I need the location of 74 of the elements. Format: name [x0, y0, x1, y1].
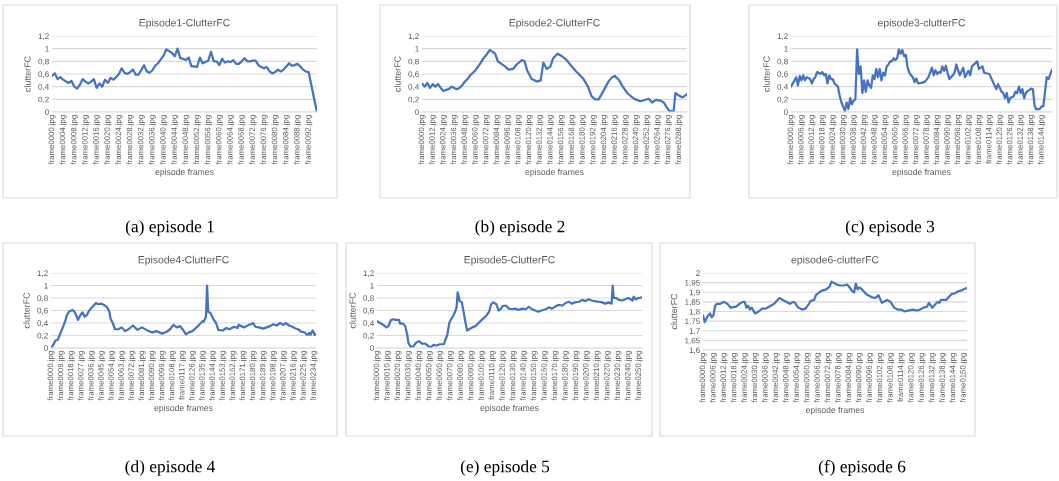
y-tick-label: 0: [370, 345, 374, 351]
y-tick-label: 1: [415, 46, 419, 52]
y-tick-label: 1,8: [689, 308, 700, 316]
y-axis-title: clutterFC: [670, 293, 678, 330]
y-tick-label: 0,4: [363, 320, 374, 327]
y-tick-label: 1,85: [685, 299, 700, 306]
y-tick-label: 0,6: [408, 71, 419, 78]
y-tick-label: 1,2: [363, 270, 374, 277]
y-tick-label: 0,4: [408, 83, 419, 91]
y-axis-title: clutterFC: [24, 56, 31, 92]
chart-title: Episode4-ClutterFC: [138, 255, 229, 266]
y-tick-label: 0,4: [777, 83, 788, 91]
line-series: [422, 48, 687, 112]
y-tick-label: 1,7: [689, 328, 700, 335]
y-tick-label: 1,2: [777, 33, 788, 40]
y-tick-label: 0,8: [408, 58, 419, 66]
y-tick-label: 0,2: [37, 332, 48, 340]
text: (f) episode 6: [818, 460, 906, 476]
y-tick-label: 0,6: [37, 307, 48, 315]
y-tick-label: 0: [44, 345, 48, 351]
y-tick-label: 1: [44, 282, 48, 289]
y-axis-title: clutterFC: [349, 292, 356, 329]
y-tick-label: 0,8: [363, 295, 374, 302]
line-series: [52, 47, 317, 112]
y-tick-label: 0,8: [38, 58, 49, 66]
y-tick-label: 0,2: [408, 96, 419, 104]
y-tick-label: 1,2: [38, 33, 49, 40]
line-series: [791, 48, 1052, 112]
y-tick-label: 1,2: [37, 270, 48, 277]
y-tick-label: 0,2: [363, 332, 374, 340]
y-tick-label: 0,8: [777, 58, 788, 66]
chart-title: Episode2-ClutterFC: [509, 18, 600, 29]
y-tick-label: 1,6: [689, 347, 700, 354]
y-tick-label: 1: [370, 282, 374, 289]
text: (a) episode 1: [125, 220, 214, 236]
y-tick-label: 1: [784, 46, 788, 52]
text: (d) episode 4: [125, 460, 216, 476]
x-axis-title: episode frames: [525, 168, 584, 177]
y-tick-label: 1,75: [685, 318, 700, 326]
y-tick-label: 1,65: [685, 337, 700, 345]
y-tick-label: 2: [696, 270, 700, 276]
chart-title: Episode1-ClutterFC: [139, 18, 230, 29]
y-axis-title: clutterFC: [394, 56, 401, 92]
chart-title: Episode5-ClutterFC: [464, 255, 555, 266]
line-series: [377, 284, 642, 348]
y-tick-label: 0: [415, 109, 419, 115]
chart-title: episode6-clutterFC: [791, 255, 879, 266]
y-tick-label: 0,6: [363, 307, 374, 315]
y-tick-label: 0: [45, 109, 49, 115]
x-axis-title: episode frames: [892, 168, 951, 177]
x-axis-title: episode frames: [480, 404, 539, 413]
y-tick-label: 1,2: [408, 33, 419, 40]
line-series: [51, 284, 316, 348]
y-tick-label: 1: [45, 46, 49, 52]
y-tick-label: 0,8: [37, 295, 48, 302]
y-tick-label: 1,95: [685, 279, 700, 287]
y-tick-label: 1,9: [689, 289, 700, 297]
y-axis-title: clutterFC: [763, 56, 770, 92]
chart-title: episode3-clutterFC: [877, 18, 966, 29]
y-axis-title: clutterFC: [23, 292, 30, 329]
line-series: [703, 280, 967, 324]
x-axis-title: episode frames: [155, 168, 214, 177]
y-tick-label: 0: [784, 109, 788, 115]
y-tick-label: 0,4: [38, 83, 49, 91]
y-tick-label: 0,4: [37, 320, 48, 327]
x-axis-title: episode frames: [154, 404, 213, 413]
text: (e) episode 5: [460, 460, 550, 476]
y-tick-label: 0,6: [777, 71, 788, 78]
y-tick-label: 0,6: [38, 71, 49, 78]
text: (b) episode 2: [475, 220, 565, 236]
x-axis-title: episode frames: [805, 406, 865, 415]
y-tick-label: 0,2: [38, 96, 49, 104]
text: (c) episode 3: [845, 220, 935, 236]
y-tick-label: 0,2: [777, 96, 788, 104]
